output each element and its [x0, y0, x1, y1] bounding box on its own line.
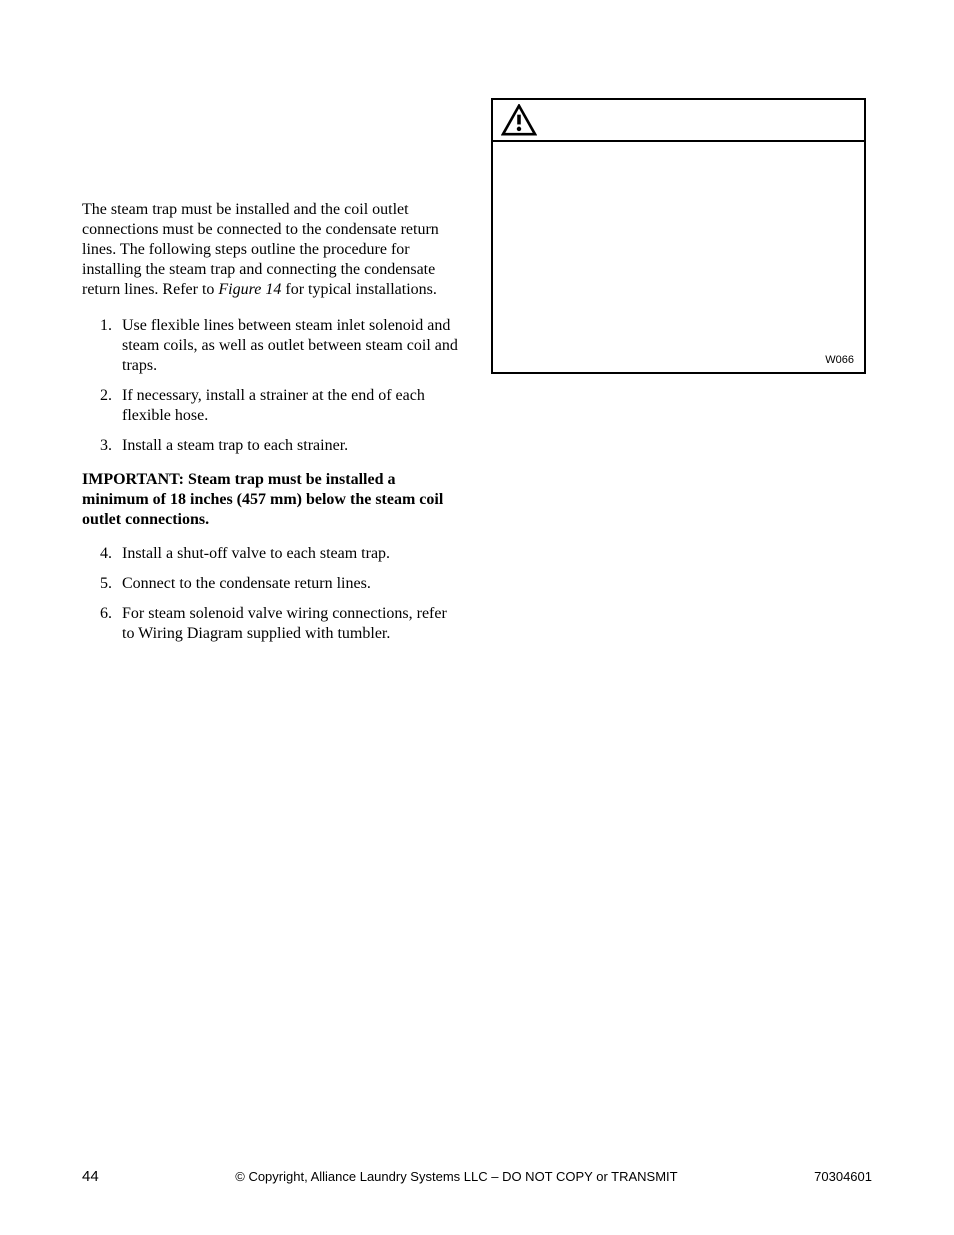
- step-number: 6.: [100, 604, 112, 624]
- step-number: 4.: [100, 544, 112, 564]
- step-text: Connect to the condensate return lines.: [122, 575, 371, 592]
- page-footer: 44 © Copyright, Alliance Laundry Systems…: [0, 1168, 954, 1185]
- warning-body: To reduce the risk of severe burns, DO N…: [493, 142, 864, 372]
- step-text: For steam solenoid valve wiring connecti…: [122, 605, 447, 642]
- warning-code: W066: [825, 354, 854, 366]
- important-note: IMPORTANT: Steam trap must be installed …: [82, 470, 463, 530]
- list-item: 1.Use flexible lines between steam inlet…: [122, 316, 463, 376]
- copyright-text: © Copyright, Alliance Laundry Systems LL…: [99, 1169, 814, 1184]
- step-text: Install a shut-off valve to each steam t…: [122, 545, 390, 562]
- step-number: 3.: [100, 436, 112, 456]
- list-item: 3.Install a steam trap to each strainer.: [122, 436, 463, 456]
- warning-paragraph-2: Shut off all steam pressure lines and al…: [505, 247, 852, 288]
- list-item: 6.For steam solenoid valve wiring connec…: [122, 604, 463, 644]
- section-title: Installing Steam Trap and Making Condens…: [82, 98, 463, 142]
- warning-icon: [501, 104, 537, 136]
- warning-box: WARNING To reduce the risk of severe bur…: [491, 98, 866, 374]
- left-column: Installing Steam Trap and Making Condens…: [82, 98, 463, 658]
- step-text: If necessary, install a strainer at the …: [122, 387, 425, 424]
- list-item: 2.If necessary, install a strainer at th…: [122, 386, 463, 426]
- step-number: 2.: [100, 386, 112, 406]
- list-item: 4.Install a shut-off valve to each steam…: [122, 544, 463, 564]
- document-number: 70304601: [814, 1169, 872, 1184]
- list-item: 5.Connect to the condensate return lines…: [122, 574, 463, 594]
- right-column: WARNING To reduce the risk of severe bur…: [491, 98, 872, 658]
- step-number: 1.: [100, 316, 112, 336]
- page-number: 44: [82, 1168, 99, 1185]
- steps-list-2: 4. Install a shut-off valve to each steam…: [82, 544, 463, 644]
- intro-text-after: for typical installations.: [281, 281, 437, 298]
- step-text: Use flexible lines between steam inlet s…: [122, 317, 458, 374]
- figure-reference: Figure 14: [218, 281, 281, 298]
- steps-list-1: 1. Use flexible lines between steam inlet…: [82, 316, 463, 456]
- warning-header: WARNING: [493, 100, 864, 142]
- step-text: Install a steam trap to each strainer.: [122, 437, 348, 454]
- intro-paragraph: The steam trap must be installed and the…: [82, 200, 463, 300]
- page-content: Installing Steam Trap and Making Condens…: [0, 0, 954, 658]
- warning-paragraph-1: To reduce the risk of severe burns, DO N…: [505, 152, 852, 233]
- warning-title: WARNING: [547, 105, 680, 136]
- step-number: 5.: [100, 574, 112, 594]
